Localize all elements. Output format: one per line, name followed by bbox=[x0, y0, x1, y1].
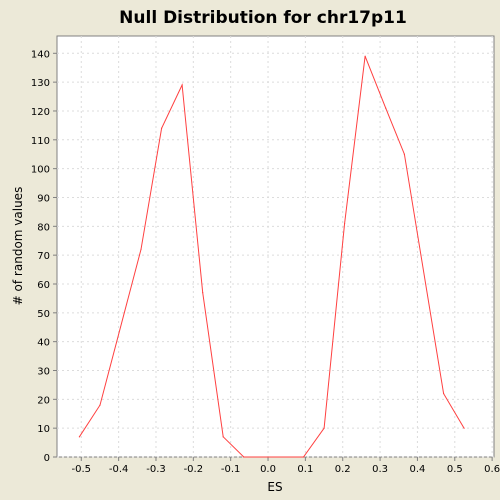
data-point bbox=[181, 84, 183, 86]
x-tick-label: 0.3 bbox=[372, 464, 388, 475]
y-tick-label: 70 bbox=[37, 251, 50, 262]
x-axis-label: ES bbox=[267, 480, 282, 494]
y-tick-label: 40 bbox=[37, 338, 50, 349]
x-tick-label: -0.3 bbox=[146, 464, 166, 475]
chart-title: Null Distribution for chr17p11 bbox=[119, 8, 407, 28]
x-tick-label: 0.6 bbox=[484, 464, 500, 475]
data-point bbox=[99, 404, 101, 406]
data-point bbox=[140, 248, 142, 250]
series-layer bbox=[78, 55, 465, 458]
x-tick-label: 0.2 bbox=[335, 464, 351, 475]
x-tick-label: -0.5 bbox=[72, 464, 92, 475]
y-tick-label: 20 bbox=[37, 395, 50, 406]
x-axis-ticks: -0.5 -0.4 -0.3 -0.2 -0.1 0.0 0.1 0.2 0.3 0.4 0.5 0.… bbox=[72, 457, 500, 475]
data-point bbox=[403, 153, 405, 155]
y-axis-ticks: 0 10 20 30 40 50 60 70 80 90 100 110 120 130 140 bbox=[31, 49, 57, 464]
y-tick-label: 90 bbox=[37, 193, 50, 204]
data-point bbox=[343, 222, 346, 225]
y-tick-label: 50 bbox=[37, 309, 50, 320]
data-point bbox=[323, 427, 325, 429]
x-tick-label: -0.2 bbox=[184, 464, 204, 475]
data-point bbox=[364, 55, 366, 57]
data-point bbox=[463, 427, 465, 429]
y-tick-label: 110 bbox=[31, 136, 50, 147]
x-tick-label: 0.1 bbox=[297, 464, 313, 475]
y-tick-label: 120 bbox=[31, 107, 50, 118]
data-point bbox=[385, 107, 387, 109]
y-axis-label: # of random values bbox=[11, 187, 25, 306]
y-tick-label: 140 bbox=[31, 49, 50, 60]
x-tick-label: -0.1 bbox=[221, 464, 241, 475]
x-tick-label: -0.4 bbox=[109, 464, 129, 475]
y-tick-label: 0 bbox=[44, 453, 50, 464]
data-point bbox=[202, 292, 204, 294]
data-point bbox=[78, 436, 81, 438]
y-tick-label: 30 bbox=[37, 366, 50, 377]
data-point bbox=[243, 456, 245, 458]
grid-lines bbox=[57, 36, 494, 458]
x-tick-label: 0.4 bbox=[409, 464, 425, 475]
plot-area bbox=[56, 35, 495, 458]
x-tick-label: 0.5 bbox=[447, 464, 463, 475]
data-point bbox=[222, 436, 224, 438]
y-tick-label: 100 bbox=[31, 165, 50, 176]
data-point bbox=[302, 456, 305, 458]
y-tick-label: 60 bbox=[37, 280, 50, 291]
series-line bbox=[78, 56, 465, 458]
y-tick-label: 10 bbox=[37, 424, 50, 435]
data-point bbox=[442, 392, 445, 395]
x-tick-label: 0.0 bbox=[260, 464, 276, 475]
data-point bbox=[160, 127, 163, 129]
y-tick-label: 80 bbox=[37, 222, 50, 233]
y-tick-label: 130 bbox=[31, 78, 50, 89]
